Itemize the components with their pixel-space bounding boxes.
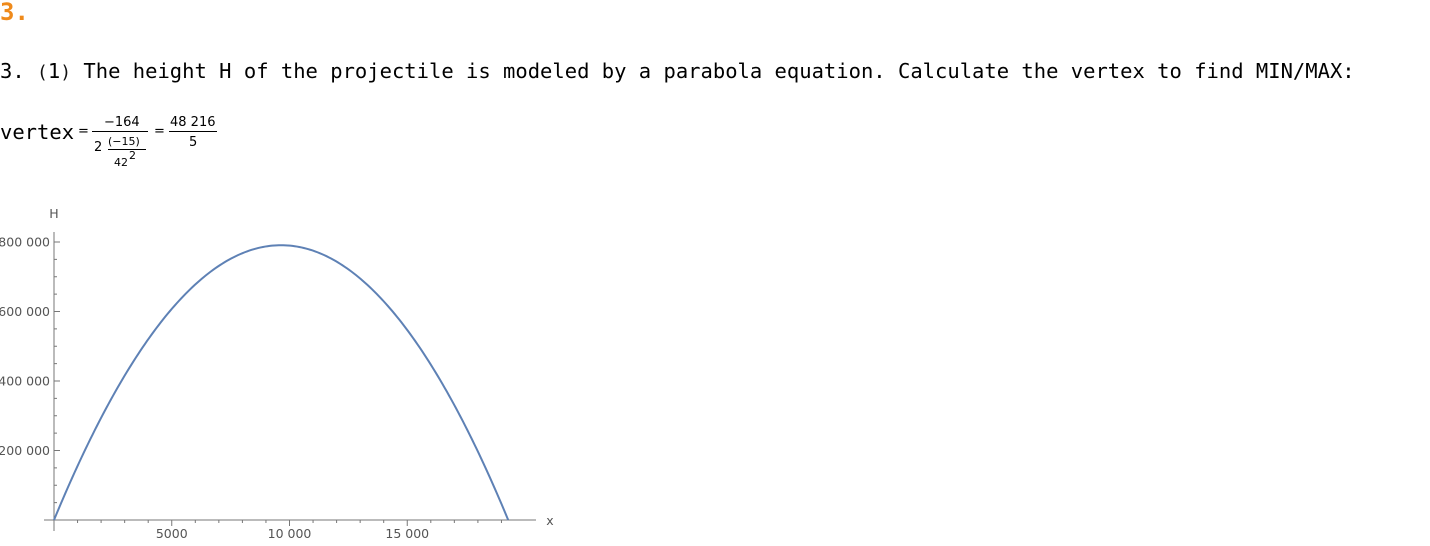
plot-ticks [54, 241, 502, 526]
y-axis-label: H [49, 206, 58, 221]
part-number: 1 [47, 59, 61, 83]
problem-statement: 3. (1) The height H of the projectile is… [0, 58, 1355, 86]
x-axis-label: x [546, 513, 553, 528]
plot-axes [44, 232, 536, 531]
x-tick-label: 5000 [156, 526, 188, 541]
denominator-fraction-base: 42 [114, 156, 128, 169]
section-number: 3. [0, 0, 29, 26]
result-denominator: 5 [189, 135, 198, 150]
x-tick-label: 10 000 [268, 526, 312, 541]
paren-close: ) [60, 62, 72, 83]
denominator-fraction-bar [108, 149, 146, 150]
main-fraction-bar [92, 131, 148, 132]
denominator-coefficient: 2 [94, 140, 103, 155]
denominator-fraction-numerator: (−15) [108, 135, 140, 148]
plot-labels: 5000 10 000 15 000 200 000 400 000 600 000 800… [0, 206, 554, 541]
series-line [53, 244, 510, 521]
y-tick-label: 800 000 [0, 235, 50, 250]
y-tick-label: 400 000 [0, 374, 50, 389]
result-fraction-bar [169, 131, 217, 132]
equals-sign-2: = [154, 124, 165, 139]
equals-sign-1: = [78, 124, 89, 139]
result-numerator: 48 216 [170, 115, 216, 130]
denominator-fraction-exponent: 2 [129, 149, 136, 162]
x-tick-label: 15 000 [385, 526, 429, 541]
vertex-formula: vertex = −164 2 (−15) 42 2 = 48 216 5 [0, 112, 260, 174]
vertex-label: vertex [0, 120, 75, 144]
problem-prefix: 3. [0, 59, 38, 83]
height-plot: 5000 10 000 15 000 200 000 400 000 600 000 800… [0, 206, 554, 541]
y-tick-label: 200 000 [0, 443, 50, 458]
problem-text: The height H of the projectile is modele… [71, 59, 1355, 83]
y-tick-label: 600 000 [0, 304, 50, 319]
vertex-numerator: −164 [104, 115, 140, 130]
paren-open: ( [37, 62, 48, 83]
